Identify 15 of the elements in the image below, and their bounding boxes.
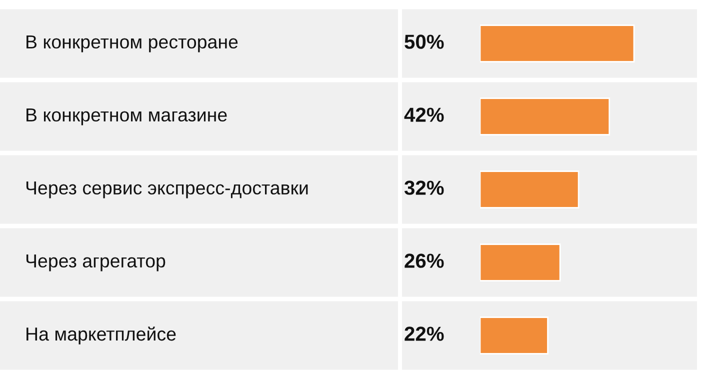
y-tick-label: В конкретном ресторане — [26, 35, 238, 52]
y-tick-label: На маркетплейсе — [26, 326, 176, 344]
y-tick-label: В конкретном магазине — [26, 108, 227, 126]
data-label: 50% — [404, 34, 444, 49]
bar — [480, 24, 635, 62]
bar — [480, 98, 610, 136]
data-label: 22% — [404, 326, 444, 341]
y-tick-label: Через агрегатор — [26, 254, 166, 272]
data-label: 42% — [404, 108, 444, 122]
data-label: 32% — [404, 180, 444, 195]
bar — [480, 244, 561, 282]
y-tick-label: Через сервис экспресс-доставки — [26, 181, 308, 198]
data-label: 26% — [404, 254, 444, 268]
bar — [480, 316, 548, 354]
bar — [480, 170, 580, 208]
